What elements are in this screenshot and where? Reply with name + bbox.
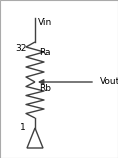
Text: Vout: Vout <box>100 78 118 86</box>
Text: Vin: Vin <box>38 18 52 27</box>
Text: 32: 32 <box>15 44 26 53</box>
Text: Rb: Rb <box>39 84 51 93</box>
Text: Ra: Ra <box>39 48 51 57</box>
Text: 1: 1 <box>20 123 26 132</box>
